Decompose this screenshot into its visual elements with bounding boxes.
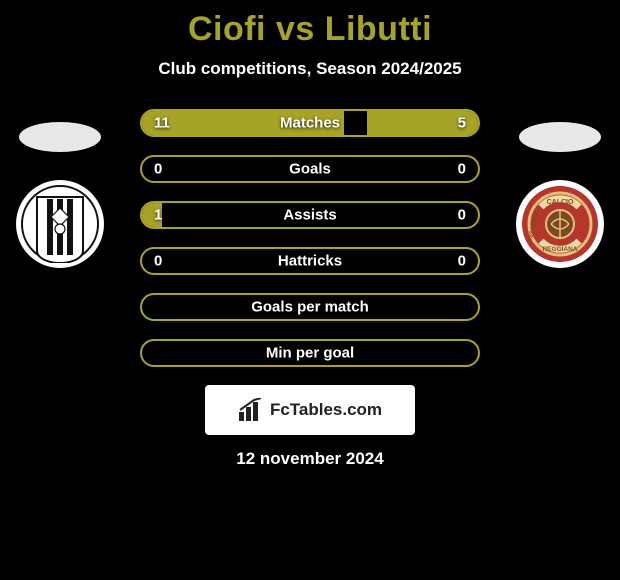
- fctables-logo-icon: [238, 398, 264, 422]
- stat-value-left: 0: [154, 161, 162, 178]
- stat-row: 0 Hattricks 0: [140, 247, 480, 275]
- stat-label: Assists: [283, 207, 336, 224]
- stat-label: Goals per match: [251, 299, 369, 316]
- footer-date: 12 november 2024: [0, 449, 620, 469]
- brand-badge[interactable]: FcTables.com: [205, 385, 415, 435]
- svg-text:REGGIANA: REGGIANA: [542, 246, 577, 253]
- stat-value-right: 0: [458, 253, 466, 270]
- svg-text:CALCIO: CALCIO: [547, 199, 574, 206]
- subtitle: Club competitions, Season 2024/2025: [0, 59, 620, 79]
- stat-value-right: 5: [458, 115, 466, 132]
- stat-row: 0 Goals 0: [140, 155, 480, 183]
- left-player-column: [10, 122, 110, 268]
- right-club-crest: CALCIO REGGIANA ASSOCIAZ.: [516, 180, 604, 268]
- stat-row: Goals per match: [140, 293, 480, 321]
- stat-label: Hattricks: [278, 253, 342, 270]
- stat-label: Goals: [289, 161, 331, 178]
- player-photo-placeholder: [519, 122, 601, 152]
- stat-row: Min per goal: [140, 339, 480, 367]
- right-player-column: CALCIO REGGIANA ASSOCIAZ.: [510, 122, 610, 268]
- player-photo-placeholder: [19, 122, 101, 152]
- page-title: Ciofi vs Libutti: [0, 0, 620, 49]
- stat-label: Min per goal: [266, 345, 354, 362]
- stat-row: 1 Assists 0: [140, 201, 480, 229]
- reggiana-crest-icon: CALCIO REGGIANA ASSOCIAZ.: [521, 185, 599, 263]
- left-club-crest: [16, 180, 104, 268]
- stat-value-left: 1: [154, 207, 162, 224]
- stat-row: 11 Matches 5: [140, 109, 480, 137]
- stat-value-left: 11: [154, 115, 170, 132]
- comparison-card: Ciofi vs Libutti Club competitions, Seas…: [0, 0, 620, 580]
- stat-value-left: 0: [154, 253, 162, 270]
- stat-value-right: 0: [458, 161, 466, 178]
- stats-list: 11 Matches 5 0 Goals 0 1 Assists 0 0 Hat…: [140, 109, 480, 367]
- brand-text: FcTables.com: [270, 400, 382, 420]
- stat-label: Matches: [280, 115, 340, 132]
- stat-value-right: 0: [458, 207, 466, 224]
- cesena-crest-icon: [21, 185, 99, 263]
